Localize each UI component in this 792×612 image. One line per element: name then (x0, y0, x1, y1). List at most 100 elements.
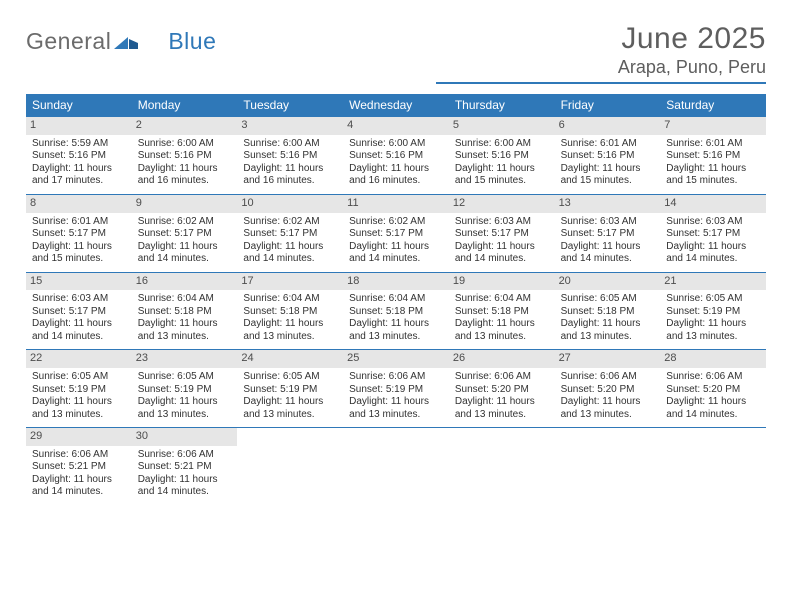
day-d2: and 17 minutes. (32, 175, 126, 188)
day-sunset: Sunset: 5:17 PM (32, 306, 126, 319)
day-number: 30 (132, 428, 238, 446)
day-cell: 10Sunrise: 6:02 AMSunset: 5:17 PMDayligh… (237, 195, 343, 272)
day-d2: and 16 minutes. (138, 175, 232, 188)
day-sunset: Sunset: 5:19 PM (666, 306, 760, 319)
day-d2: and 13 minutes. (32, 409, 126, 422)
day-sunset: Sunset: 5:20 PM (455, 384, 549, 397)
day-cell: 30Sunrise: 6:06 AMSunset: 5:21 PMDayligh… (132, 428, 238, 505)
day-sunset: Sunset: 5:19 PM (32, 384, 126, 397)
day-d2: and 13 minutes. (349, 409, 443, 422)
day-cell: 5Sunrise: 6:00 AMSunset: 5:16 PMDaylight… (449, 117, 555, 194)
day-number: 20 (555, 273, 661, 291)
day-sunrise: Sunrise: 6:05 AM (32, 371, 126, 384)
day-d1: Daylight: 11 hours (561, 318, 655, 331)
day-d2: and 13 minutes. (349, 331, 443, 344)
day-cell: 29Sunrise: 6:06 AMSunset: 5:21 PMDayligh… (26, 428, 132, 505)
day-sunset: Sunset: 5:17 PM (349, 228, 443, 241)
empty-cell (555, 428, 661, 505)
day-sunrise: Sunrise: 5:59 AM (32, 138, 126, 151)
dow-header: Tuesday (237, 94, 343, 116)
day-sunrise: Sunrise: 6:03 AM (32, 293, 126, 306)
day-sunrise: Sunrise: 6:00 AM (138, 138, 232, 151)
day-d2: and 14 minutes. (138, 253, 232, 266)
day-number: 22 (26, 350, 132, 368)
day-sunset: Sunset: 5:17 PM (32, 228, 126, 241)
day-d1: Daylight: 11 hours (138, 318, 232, 331)
day-d1: Daylight: 11 hours (561, 241, 655, 254)
day-cell: 27Sunrise: 6:06 AMSunset: 5:20 PMDayligh… (555, 350, 661, 427)
day-number: 11 (343, 195, 449, 213)
day-d2: and 16 minutes. (349, 175, 443, 188)
day-number: 5 (449, 117, 555, 135)
day-sunset: Sunset: 5:17 PM (666, 228, 760, 241)
day-d2: and 13 minutes. (666, 331, 760, 344)
day-d1: Daylight: 11 hours (138, 163, 232, 176)
day-sunrise: Sunrise: 6:05 AM (666, 293, 760, 306)
page-header: General Blue June 2025 Arapa, Puno, Peru (26, 22, 766, 84)
day-number: 13 (555, 195, 661, 213)
day-sunrise: Sunrise: 6:01 AM (666, 138, 760, 151)
day-cell: 25Sunrise: 6:06 AMSunset: 5:19 PMDayligh… (343, 350, 449, 427)
day-cell: 1Sunrise: 5:59 AMSunset: 5:16 PMDaylight… (26, 117, 132, 194)
day-sunrise: Sunrise: 6:05 AM (243, 371, 337, 384)
day-number: 23 (132, 350, 238, 368)
day-number: 24 (237, 350, 343, 368)
day-sunrise: Sunrise: 6:03 AM (561, 216, 655, 229)
day-d2: and 13 minutes. (455, 409, 549, 422)
day-d2: and 15 minutes. (32, 253, 126, 266)
day-sunrise: Sunrise: 6:01 AM (32, 216, 126, 229)
day-d1: Daylight: 11 hours (138, 474, 232, 487)
day-number: 26 (449, 350, 555, 368)
day-cell: 16Sunrise: 6:04 AMSunset: 5:18 PMDayligh… (132, 273, 238, 350)
day-d2: and 14 minutes. (138, 486, 232, 499)
day-d1: Daylight: 11 hours (455, 163, 549, 176)
day-sunrise: Sunrise: 6:03 AM (455, 216, 549, 229)
day-d2: and 13 minutes. (561, 331, 655, 344)
day-sunrise: Sunrise: 6:04 AM (243, 293, 337, 306)
day-cell: 18Sunrise: 6:04 AMSunset: 5:18 PMDayligh… (343, 273, 449, 350)
day-d2: and 15 minutes. (455, 175, 549, 188)
logo-text-general: General (26, 28, 111, 55)
dow-header: Wednesday (343, 94, 449, 116)
day-sunrise: Sunrise: 6:06 AM (32, 449, 126, 462)
day-d1: Daylight: 11 hours (349, 163, 443, 176)
day-sunset: Sunset: 5:18 PM (138, 306, 232, 319)
day-d1: Daylight: 11 hours (561, 396, 655, 409)
day-sunset: Sunset: 5:16 PM (349, 150, 443, 163)
day-number: 17 (237, 273, 343, 291)
day-cell: 12Sunrise: 6:03 AMSunset: 5:17 PMDayligh… (449, 195, 555, 272)
day-d1: Daylight: 11 hours (138, 241, 232, 254)
day-sunset: Sunset: 5:21 PM (138, 461, 232, 474)
day-cell: 2Sunrise: 6:00 AMSunset: 5:16 PMDaylight… (132, 117, 238, 194)
empty-cell (660, 428, 766, 505)
day-number: 18 (343, 273, 449, 291)
day-sunset: Sunset: 5:18 PM (349, 306, 443, 319)
day-sunset: Sunset: 5:17 PM (138, 228, 232, 241)
day-number: 6 (555, 117, 661, 135)
day-d1: Daylight: 11 hours (666, 318, 760, 331)
day-number: 4 (343, 117, 449, 135)
day-cell: 24Sunrise: 6:05 AMSunset: 5:19 PMDayligh… (237, 350, 343, 427)
day-cell: 28Sunrise: 6:06 AMSunset: 5:20 PMDayligh… (660, 350, 766, 427)
day-d1: Daylight: 11 hours (666, 241, 760, 254)
day-cell: 22Sunrise: 6:05 AMSunset: 5:19 PMDayligh… (26, 350, 132, 427)
day-cell: 19Sunrise: 6:04 AMSunset: 5:18 PMDayligh… (449, 273, 555, 350)
day-d2: and 15 minutes. (561, 175, 655, 188)
day-d2: and 13 minutes. (561, 409, 655, 422)
day-cell: 4Sunrise: 6:00 AMSunset: 5:16 PMDaylight… (343, 117, 449, 194)
day-sunset: Sunset: 5:18 PM (561, 306, 655, 319)
day-sunset: Sunset: 5:18 PM (243, 306, 337, 319)
day-cell: 6Sunrise: 6:01 AMSunset: 5:16 PMDaylight… (555, 117, 661, 194)
day-number: 27 (555, 350, 661, 368)
day-sunrise: Sunrise: 6:06 AM (455, 371, 549, 384)
day-number: 3 (237, 117, 343, 135)
day-sunset: Sunset: 5:17 PM (243, 228, 337, 241)
day-cell: 8Sunrise: 6:01 AMSunset: 5:17 PMDaylight… (26, 195, 132, 272)
day-cell: 11Sunrise: 6:02 AMSunset: 5:17 PMDayligh… (343, 195, 449, 272)
day-number: 1 (26, 117, 132, 135)
day-d1: Daylight: 11 hours (32, 163, 126, 176)
day-sunset: Sunset: 5:19 PM (243, 384, 337, 397)
day-sunset: Sunset: 5:16 PM (455, 150, 549, 163)
dow-header: Thursday (449, 94, 555, 116)
day-d1: Daylight: 11 hours (32, 241, 126, 254)
